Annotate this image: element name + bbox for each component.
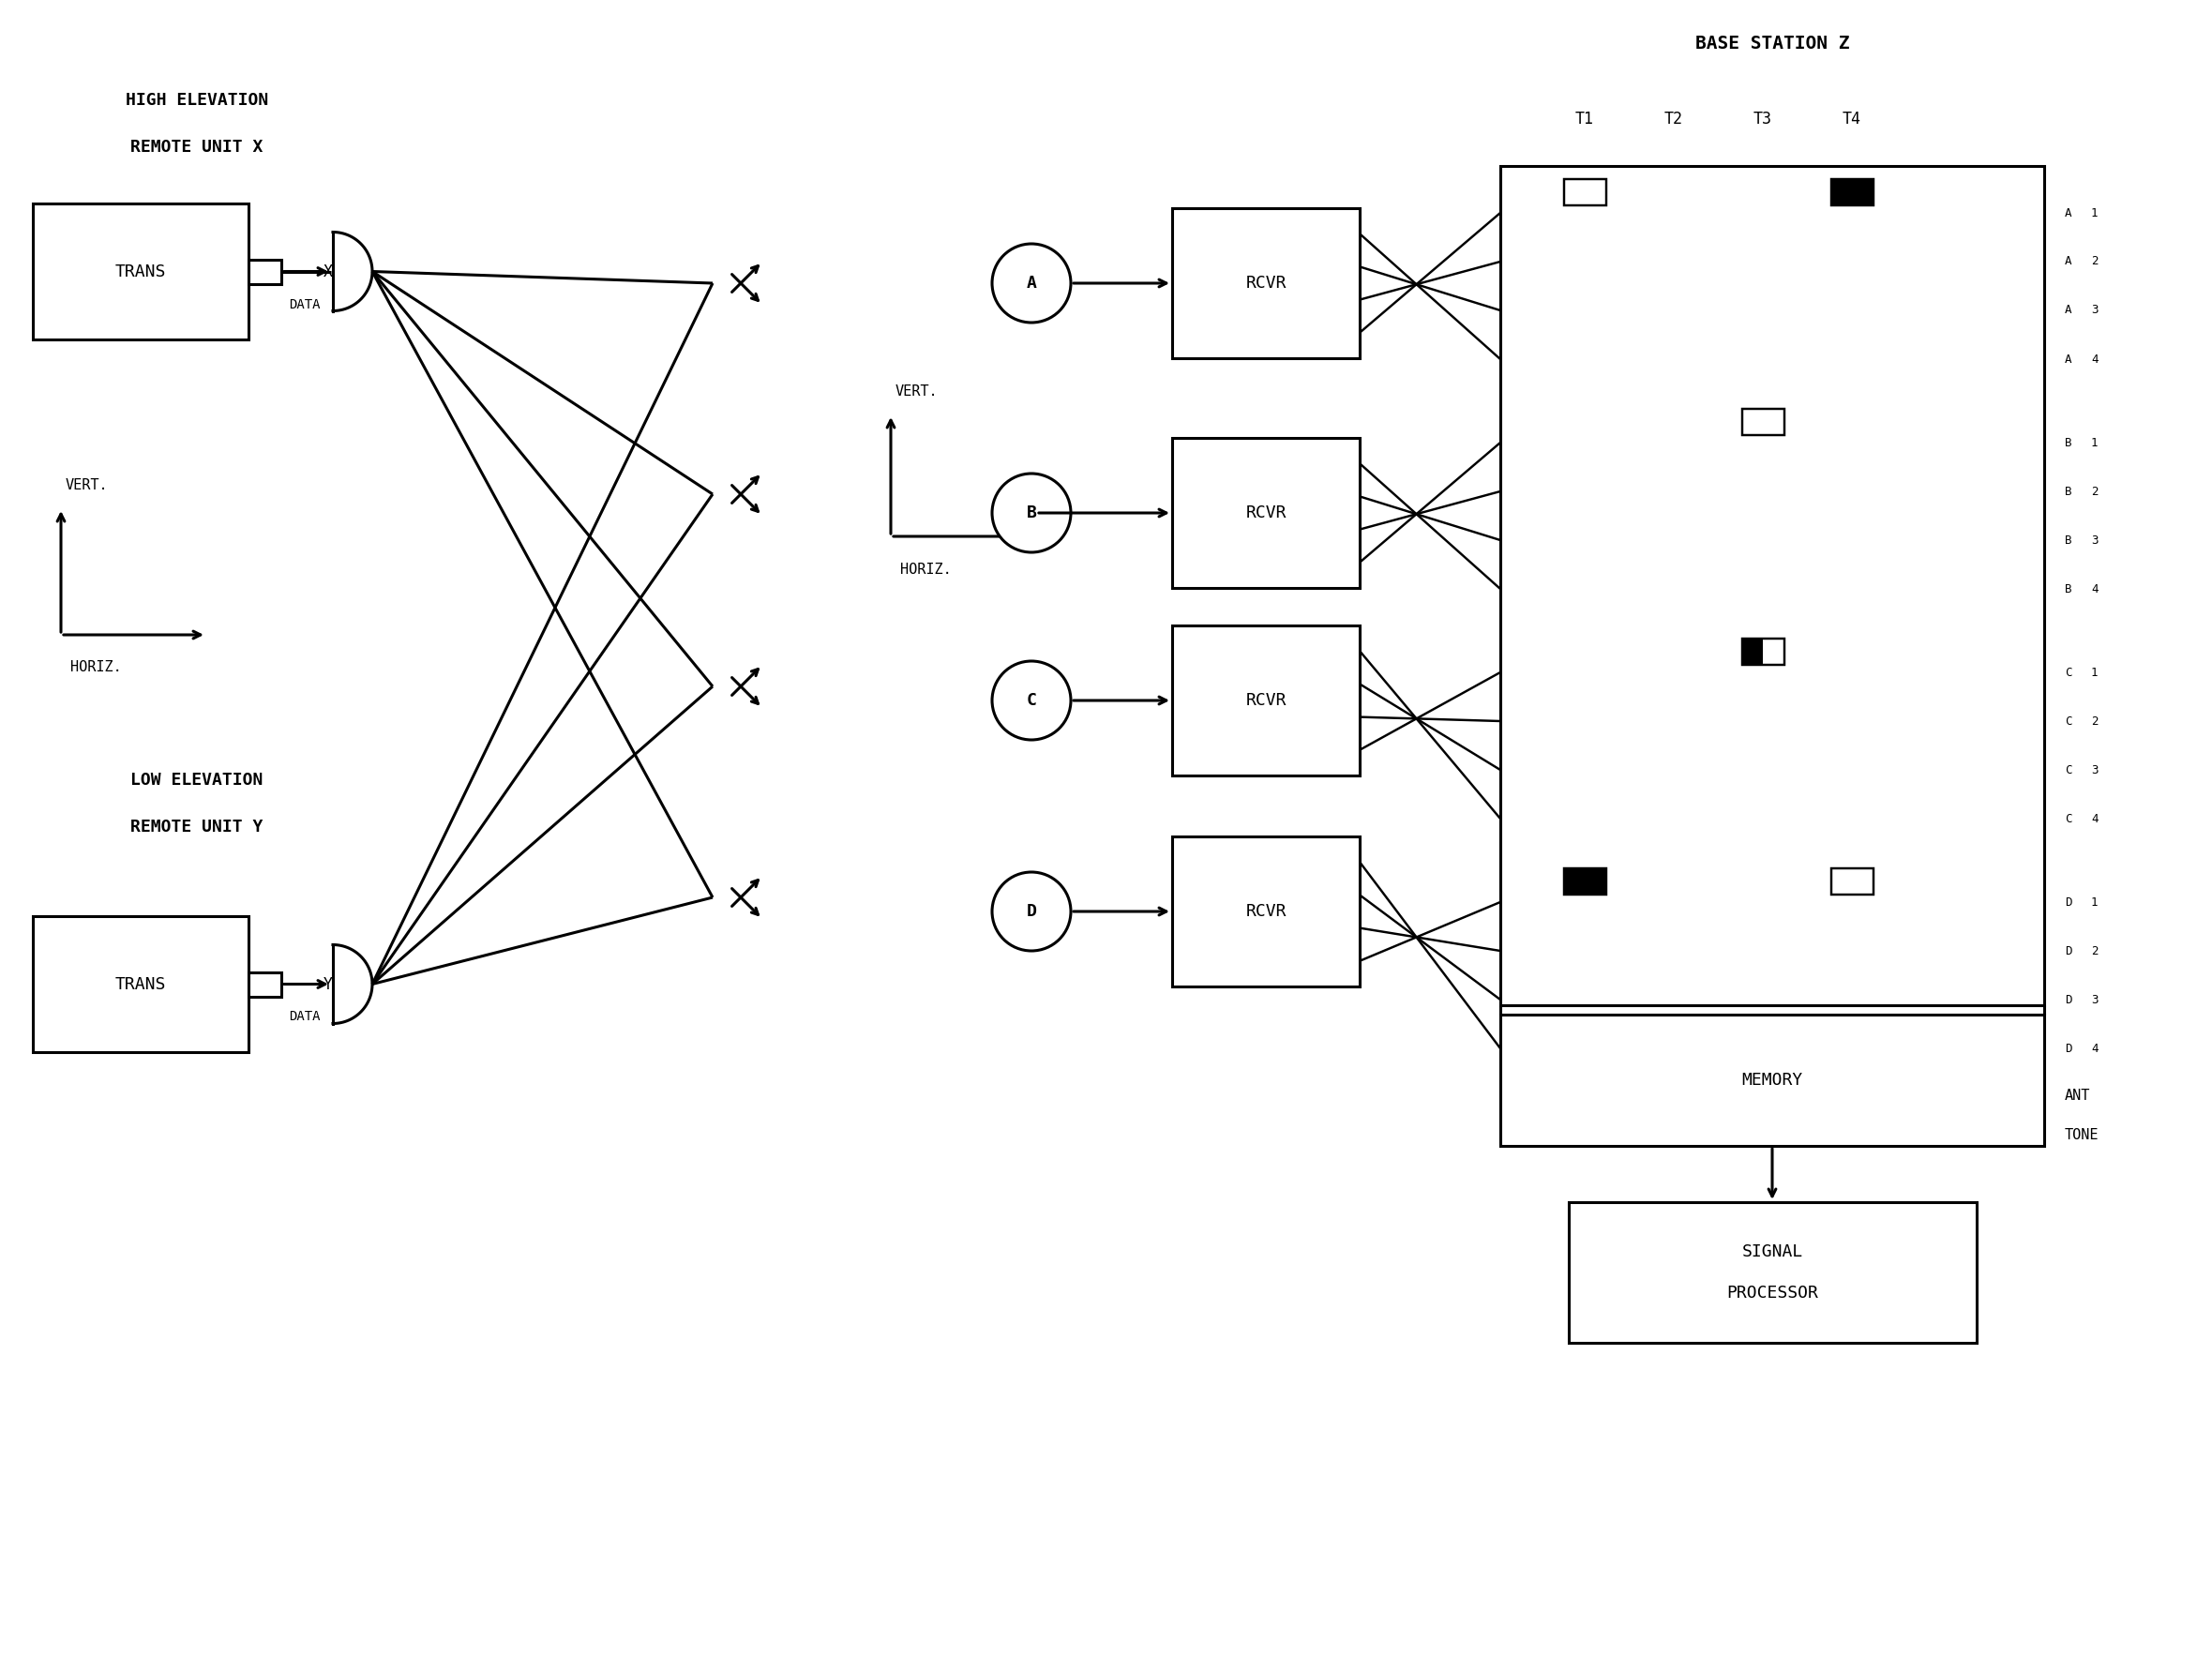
Text: RCVR: RCVR: [1245, 902, 1285, 921]
Text: VERT.: VERT.: [896, 384, 938, 398]
Text: RCVR: RCVR: [1245, 274, 1285, 292]
Text: PROCESSOR: PROCESSOR: [1725, 1285, 1818, 1302]
Text: REMOTE UNIT Y: REMOTE UNIT Y: [131, 819, 263, 836]
Bar: [1564, 869, 1606, 894]
Bar: [1741, 638, 1763, 665]
Text: C: C: [2064, 764, 2073, 775]
Text: D: D: [2064, 994, 2073, 1006]
Text: 2: 2: [2090, 944, 2097, 957]
Text: BASE STATION Z: BASE STATION Z: [1694, 35, 1849, 53]
Text: HORIZ.: HORIZ.: [900, 561, 951, 576]
Bar: [1741, 638, 1783, 665]
Text: C: C: [2064, 715, 2073, 727]
Text: 3: 3: [2090, 304, 2097, 316]
Text: DATA: DATA: [290, 1011, 321, 1024]
Text: 4: 4: [2090, 353, 2097, 366]
Text: 2: 2: [2090, 715, 2097, 727]
Circle shape: [991, 872, 1071, 951]
Text: 1: 1: [2090, 207, 2097, 219]
Text: 1: 1: [2090, 436, 2097, 449]
Text: T4: T4: [1843, 110, 1860, 127]
Text: 3: 3: [2090, 994, 2097, 1006]
Bar: [248, 973, 281, 996]
Text: D: D: [1026, 902, 1037, 921]
Text: 2: 2: [2090, 256, 2097, 267]
Text: VERT.: VERT.: [66, 478, 108, 491]
Text: HIGH ELEVATION: HIGH ELEVATION: [126, 92, 268, 109]
Bar: [1564, 179, 1606, 206]
Text: 2: 2: [2090, 485, 2097, 498]
Text: B: B: [2064, 485, 2073, 498]
Circle shape: [991, 662, 1071, 740]
Bar: [1500, 165, 2044, 1006]
Text: HORIZ.: HORIZ.: [71, 660, 122, 675]
Text: A: A: [2064, 207, 2073, 219]
Circle shape: [991, 244, 1071, 323]
Text: C: C: [2064, 667, 2073, 678]
Bar: [33, 204, 248, 339]
Bar: [1832, 869, 1874, 894]
Bar: [1741, 409, 1783, 434]
Text: C: C: [1026, 692, 1037, 709]
Text: T2: T2: [1663, 110, 1683, 127]
Circle shape: [991, 473, 1071, 553]
Text: A: A: [2064, 304, 2073, 316]
Text: X: X: [323, 262, 332, 281]
Text: REMOTE UNIT X: REMOTE UNIT X: [131, 139, 263, 155]
Text: B: B: [2064, 535, 2073, 546]
Text: 4: 4: [2090, 812, 2097, 825]
Text: TRANS: TRANS: [115, 976, 166, 993]
Text: C: C: [2064, 812, 2073, 825]
Bar: [33, 916, 248, 1053]
Text: 3: 3: [2090, 764, 2097, 775]
Text: 4: 4: [2090, 1043, 2097, 1054]
Text: 4: 4: [2090, 583, 2097, 595]
Text: 1: 1: [2090, 896, 2097, 907]
Text: ANT: ANT: [2064, 1088, 2090, 1103]
Bar: [1832, 179, 1874, 206]
Text: 3: 3: [2090, 535, 2097, 546]
Text: 1: 1: [2090, 667, 2097, 678]
Text: D: D: [2064, 944, 2073, 957]
Text: TRANS: TRANS: [115, 262, 166, 281]
Bar: [1172, 438, 1360, 588]
Text: LOW ELEVATION: LOW ELEVATION: [131, 772, 263, 789]
Text: TONE: TONE: [2064, 1128, 2099, 1141]
Text: Y: Y: [323, 976, 332, 993]
Bar: [248, 259, 281, 284]
Text: T1: T1: [1575, 110, 1595, 127]
Text: T3: T3: [1754, 110, 1772, 127]
Text: MEMORY: MEMORY: [1741, 1071, 1803, 1089]
Text: RCVR: RCVR: [1245, 505, 1285, 521]
Text: RCVR: RCVR: [1245, 692, 1285, 709]
Text: D: D: [2064, 1043, 2073, 1054]
Bar: [1172, 209, 1360, 358]
Text: A: A: [2064, 256, 2073, 267]
Text: D: D: [2064, 896, 2073, 907]
Text: DATA: DATA: [290, 297, 321, 311]
Bar: [1172, 837, 1360, 986]
Text: B: B: [2064, 583, 2073, 595]
Text: B: B: [2064, 436, 2073, 449]
Text: A: A: [1026, 274, 1037, 292]
Text: A: A: [2064, 353, 2073, 366]
Bar: [1500, 1014, 2044, 1146]
Text: B: B: [1026, 505, 1037, 521]
Bar: [1568, 1201, 1975, 1343]
Bar: [1172, 625, 1360, 775]
Text: SIGNAL: SIGNAL: [1741, 1243, 1803, 1260]
